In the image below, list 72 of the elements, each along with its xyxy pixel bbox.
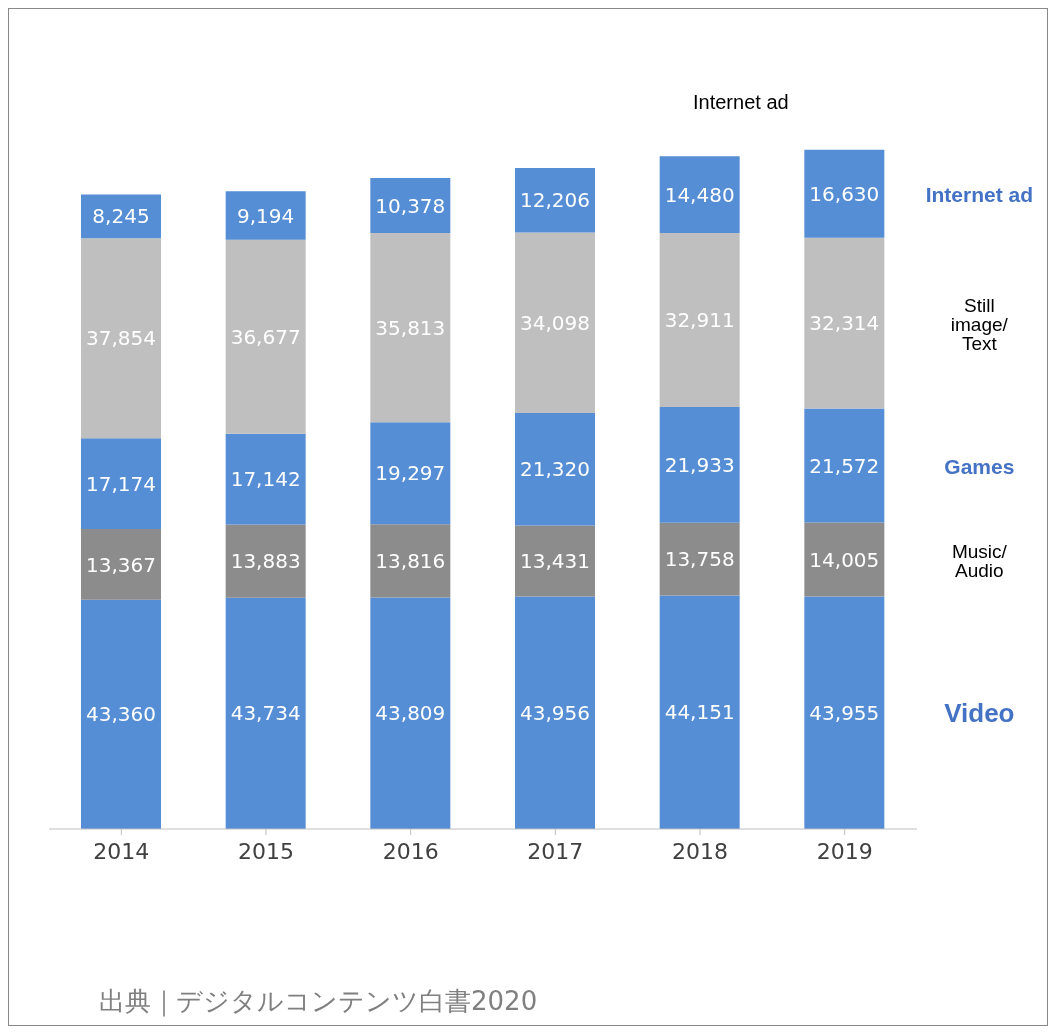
- text: Still image/Text: [950, 294, 1009, 354]
- bar: [659, 406, 740, 523]
- text: Internet ad: [693, 91, 789, 114]
- x-tick-label: 2019: [816, 838, 873, 864]
- bar: [804, 408, 885, 523]
- data-label: 43,955: [809, 700, 880, 725]
- data-label: 13,758: [664, 547, 735, 572]
- data-label: 21,933: [664, 452, 735, 477]
- bar: [81, 438, 161, 530]
- data-label: 9,194: [237, 203, 295, 228]
- data-label: 8,245: [92, 204, 150, 229]
- bar: [804, 596, 885, 829]
- data-label: 19,297: [375, 461, 446, 486]
- data-label: 13,431: [520, 549, 590, 574]
- x-tick-label: 2016: [382, 838, 439, 864]
- x-tick-label: 2015: [238, 838, 294, 864]
- data-label: 32,314: [809, 311, 880, 336]
- text: Games: [944, 454, 1015, 478]
- text: Video: [944, 697, 1015, 728]
- bar: [659, 232, 740, 407]
- data-label: 17,142: [230, 467, 301, 492]
- bar: [370, 597, 451, 829]
- data-label: 16,630: [809, 181, 880, 206]
- data-label: 43,734: [230, 701, 301, 726]
- data-label: 34,098: [520, 310, 590, 335]
- data-label: 13,816: [375, 548, 446, 573]
- data-label: 13,883: [230, 549, 301, 574]
- data-label: 43,809: [375, 701, 446, 726]
- data-label: 10,378: [375, 193, 446, 218]
- data-label: 36,677: [230, 324, 301, 349]
- x-tick-label: 2018: [672, 838, 728, 864]
- text: Music/Audio: [951, 540, 1008, 581]
- bar: [515, 412, 595, 526]
- bar: [225, 239, 306, 434]
- bar: [515, 596, 595, 829]
- bar: [225, 524, 306, 598]
- data-label: 35,813: [375, 315, 446, 340]
- bar: [659, 522, 740, 596]
- bar: [370, 422, 451, 525]
- x-tick-label: 2017: [527, 838, 584, 864]
- source-note: 出典｜デジタルコンテンツ白書2020: [99, 985, 538, 1019]
- bar: [804, 149, 885, 238]
- bar: [804, 237, 885, 409]
- bar: [81, 238, 161, 439]
- data-label: 43,956: [520, 700, 590, 725]
- bar: [81, 529, 161, 600]
- bar: [225, 191, 306, 240]
- bar: [225, 597, 306, 829]
- data-label: 21,320: [520, 457, 590, 482]
- data-label: 32,911: [664, 307, 735, 332]
- data-label: 21,572: [809, 453, 880, 478]
- bar: [515, 525, 595, 597]
- bar: [225, 433, 306, 525]
- data-label: 43,360: [86, 702, 156, 727]
- bar: [370, 524, 451, 598]
- data-label: 37,854: [86, 326, 156, 351]
- x-tick-label: 2014: [93, 838, 150, 864]
- bar: [370, 178, 451, 233]
- bar: [659, 595, 740, 829]
- data-label: 13,367: [86, 552, 156, 577]
- bar: [515, 232, 595, 413]
- bar: [81, 599, 161, 829]
- data-label: 12,206: [520, 188, 590, 213]
- data-label: 17,174: [86, 471, 156, 496]
- bar: [659, 156, 740, 233]
- series-label: Internet ad: [925, 182, 1034, 206]
- data-label: 14,480: [664, 182, 735, 207]
- data-label: 14,005: [809, 547, 880, 572]
- bar: [515, 168, 595, 233]
- bar: [370, 232, 451, 423]
- bar: [804, 522, 885, 597]
- data-label: 44,151: [664, 700, 735, 725]
